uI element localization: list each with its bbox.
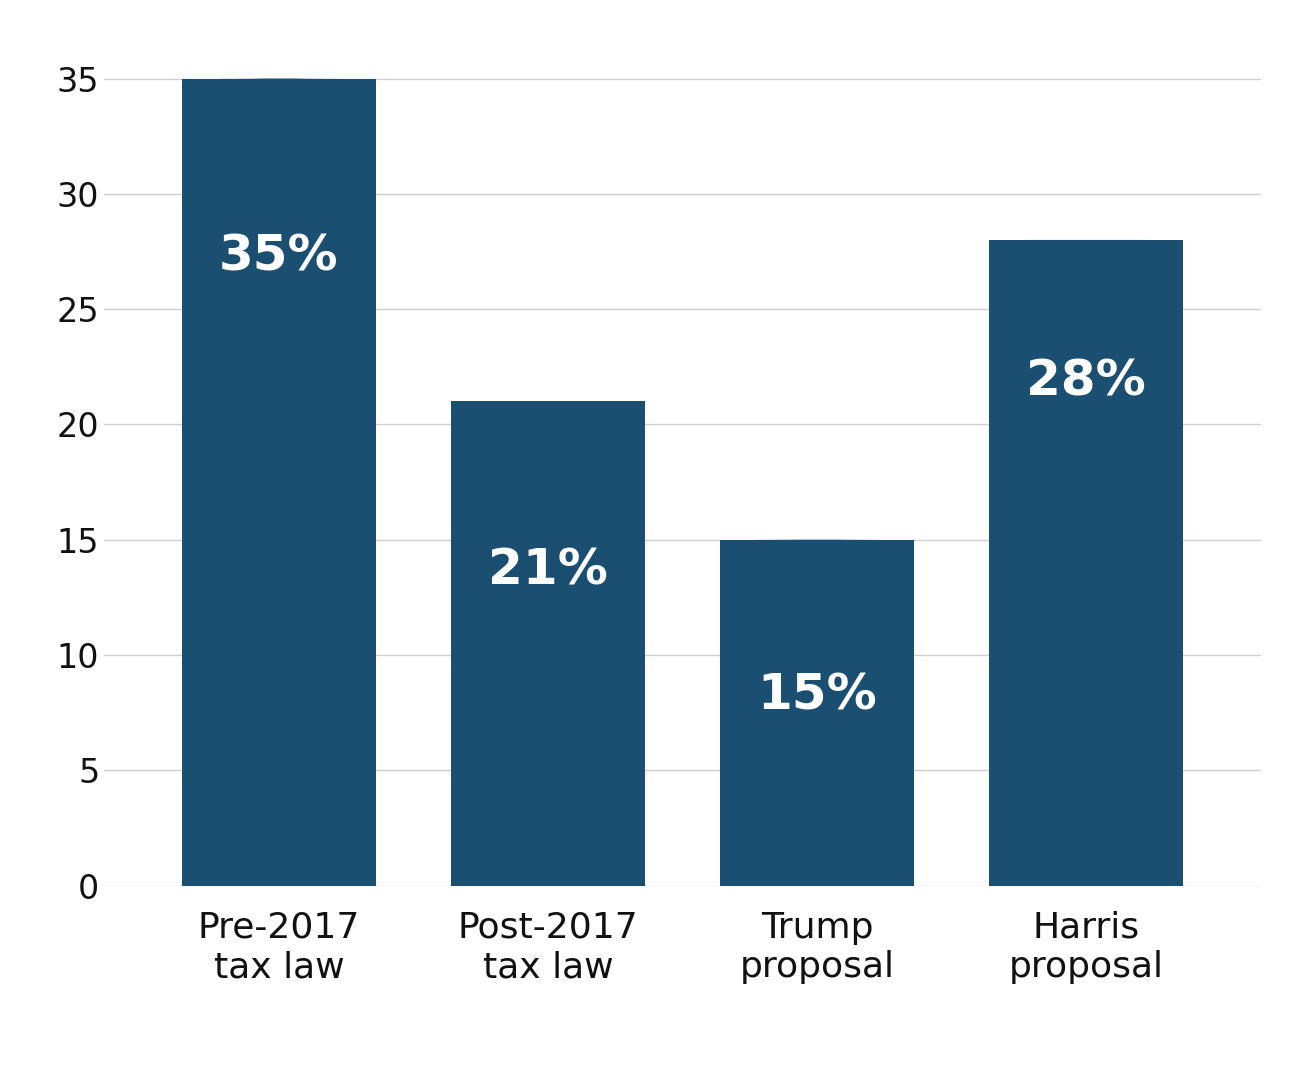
FancyBboxPatch shape [720, 540, 914, 567]
FancyBboxPatch shape [182, 79, 376, 106]
Text: 21%: 21% [488, 546, 608, 595]
Text: 28%: 28% [1026, 357, 1147, 406]
Bar [989, 240, 1183, 886]
Bar [451, 402, 645, 886]
FancyBboxPatch shape [989, 240, 1183, 268]
Bar [720, 540, 914, 886]
Text: 35%: 35% [220, 232, 339, 280]
Bar [182, 79, 376, 886]
FancyBboxPatch shape [451, 402, 645, 429]
Text: 15%: 15% [757, 672, 878, 719]
